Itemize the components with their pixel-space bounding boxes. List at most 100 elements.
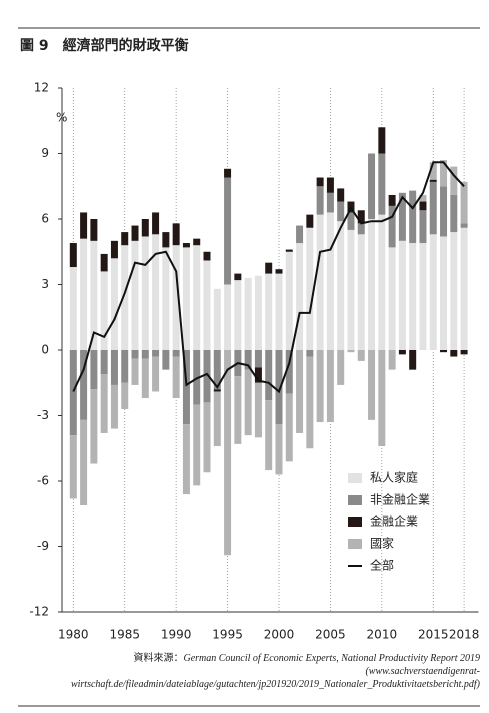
bar	[152, 234, 160, 350]
y-tick-label: 9	[41, 146, 49, 160]
bar	[265, 400, 273, 471]
legend-swatch	[348, 473, 362, 483]
bar	[306, 227, 314, 350]
chart-title: 圖 9 經濟部門的財政平衡	[20, 37, 189, 54]
bar	[244, 350, 252, 370]
bar	[296, 225, 304, 244]
legend-label: 非金融企業	[370, 492, 430, 507]
bar	[440, 350, 448, 353]
bar	[162, 247, 170, 350]
bar	[121, 382, 129, 409]
bar	[429, 181, 437, 235]
bar	[182, 243, 190, 248]
x-tick-label: 1995	[212, 628, 243, 642]
bar	[388, 350, 396, 370]
bar	[398, 350, 406, 355]
legend-swatch	[348, 495, 362, 505]
bar	[213, 350, 221, 390]
y-tick-label: 12	[34, 81, 49, 95]
bar	[368, 153, 376, 219]
bar	[388, 205, 396, 248]
bar	[90, 350, 98, 390]
legend-label: 全部	[370, 558, 394, 573]
x-tick-label: 1980	[58, 628, 89, 642]
bar	[100, 350, 108, 375]
x-tick-label: 2010	[367, 628, 398, 642]
bar	[419, 210, 427, 244]
bar	[409, 243, 417, 350]
bar	[254, 382, 262, 438]
bar	[182, 350, 190, 425]
bar	[357, 350, 365, 361]
x-tick-label: 2015	[418, 628, 449, 642]
source-label: 資料來源：	[133, 653, 184, 664]
y-tick-label: 0	[41, 343, 49, 357]
bar	[152, 350, 160, 357]
bar	[141, 219, 149, 237]
bar	[316, 350, 324, 423]
bar	[203, 350, 211, 403]
bar	[378, 350, 386, 447]
bar	[368, 219, 376, 350]
bar	[419, 201, 427, 211]
bar	[224, 350, 232, 556]
bar	[296, 350, 304, 433]
source-text: German Council of Economic Experts, Nati…	[70, 653, 480, 690]
bar	[172, 350, 180, 357]
bar	[347, 229, 355, 350]
bar	[141, 358, 149, 399]
legend-label: 私人家庭	[370, 470, 418, 485]
bar	[80, 238, 88, 350]
bar	[265, 350, 273, 401]
bar	[326, 350, 334, 423]
bar	[100, 374, 108, 433]
x-tick-label: 2000	[264, 628, 295, 642]
bar	[419, 194, 427, 202]
bar	[460, 181, 468, 224]
bar	[357, 234, 365, 350]
bar	[440, 186, 448, 237]
bar	[193, 350, 201, 405]
legend-label: 金融企業	[370, 514, 418, 529]
bar	[193, 245, 201, 350]
bar	[172, 245, 180, 350]
bar	[141, 350, 149, 359]
bar	[203, 251, 211, 261]
bar	[69, 435, 77, 499]
bar	[450, 194, 458, 233]
bar	[172, 223, 180, 246]
bar	[460, 227, 468, 350]
bar	[141, 236, 149, 350]
bar	[234, 280, 242, 350]
y-tick-label: -3	[37, 408, 49, 422]
bar	[275, 273, 283, 350]
bar	[316, 214, 324, 350]
y-tick-label: 3	[41, 277, 49, 291]
bar	[121, 350, 129, 383]
bar	[131, 225, 139, 241]
bar	[429, 162, 437, 180]
bar	[368, 350, 376, 420]
bar	[450, 166, 458, 195]
bar	[306, 350, 314, 357]
bar	[337, 188, 345, 202]
bar	[213, 391, 221, 447]
bar	[357, 223, 365, 235]
bar	[172, 356, 180, 399]
bar	[69, 243, 77, 268]
bar	[110, 384, 118, 429]
bar	[100, 253, 108, 272]
bar	[152, 356, 160, 392]
bar	[460, 223, 468, 228]
bar	[244, 369, 252, 436]
bar	[224, 177, 232, 285]
bar	[316, 177, 324, 187]
bar	[388, 247, 396, 350]
bar	[398, 192, 406, 241]
bar	[244, 277, 252, 350]
bar	[409, 350, 417, 370]
x-tick-label: 2005	[315, 628, 346, 642]
bar	[213, 389, 221, 392]
source: 資料來源：German Council of Economic Experts,…	[60, 652, 480, 691]
